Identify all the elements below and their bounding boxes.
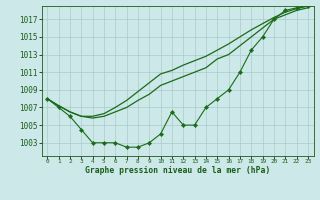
X-axis label: Graphe pression niveau de la mer (hPa): Graphe pression niveau de la mer (hPa) [85, 166, 270, 175]
